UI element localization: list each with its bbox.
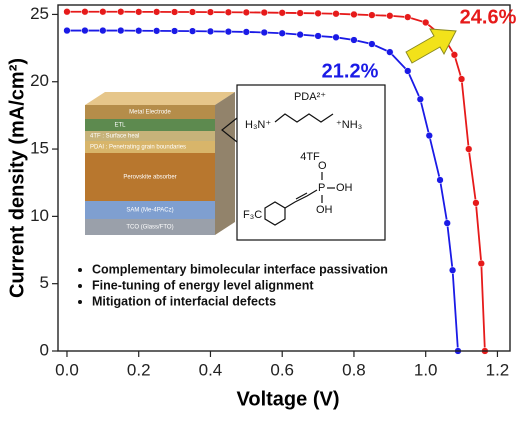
series-line <box>66 10 486 352</box>
data-point <box>278 9 286 17</box>
x-tick-label: 0.8 <box>342 360 366 379</box>
layer-label: ETL <box>114 123 126 129</box>
data-point <box>170 8 179 16</box>
data-point <box>260 8 268 17</box>
data-point <box>332 10 340 18</box>
data-point <box>153 8 161 16</box>
data-point <box>477 259 485 268</box>
y-tick-label: 10 <box>30 206 49 225</box>
y-tick-label: 25 <box>30 4 49 23</box>
y-tick-label: 5 <box>40 273 49 292</box>
data-point <box>224 28 233 36</box>
plot-frame <box>57 4 511 352</box>
layer-label: SAM (Me-4PACz) <box>126 208 173 214</box>
x-tick-label: 0.6 <box>270 360 294 379</box>
x-tick-label: 0.4 <box>199 360 223 379</box>
y-axis-title: Current density (mA/cm²) <box>6 58 28 298</box>
x-axis-title: Voltage (V) <box>237 388 340 410</box>
x-tick-label: 1.0 <box>414 360 438 379</box>
data-point <box>450 51 459 59</box>
bullet-text: Mitigation of interfacial defects <box>92 294 276 308</box>
data-point <box>153 27 161 35</box>
bullet-text: Fine-tuning of energy level alignment <box>92 278 314 292</box>
data-point <box>242 28 250 36</box>
data-point <box>425 131 433 140</box>
layer-label: 4TF : Surface heal <box>90 134 139 140</box>
arrow <box>405 28 457 64</box>
layer-label: Perovskite absorber <box>123 175 176 181</box>
x-tick-label: 0.2 <box>127 360 151 379</box>
data-point <box>457 75 466 83</box>
data-point <box>350 10 358 19</box>
data-point <box>314 9 322 17</box>
data-point <box>296 9 304 17</box>
device-stack: Metal Electrode ETL 4TF : Surface heal P… <box>85 92 235 235</box>
data-point <box>465 145 473 153</box>
atom-label: OH <box>316 204 333 216</box>
y-tick-label: 0 <box>40 340 49 359</box>
bullet-text: Complementary bimolecular interface pass… <box>92 262 388 276</box>
layer-label: PDAI : Penetrating grain boundaries <box>90 145 186 151</box>
data-point <box>188 27 197 35</box>
x-tick-label: 0.0 <box>55 360 79 379</box>
data-point <box>448 266 457 274</box>
data-point <box>99 26 107 35</box>
data-point <box>422 18 430 27</box>
data-point <box>416 95 424 103</box>
data-point <box>386 48 394 56</box>
atom-label: ⁺NH₃ <box>336 119 362 131</box>
bullet-list: Complementary bimolecular interface pass… <box>78 262 388 308</box>
data-point <box>242 8 250 17</box>
molecule-label: PDA²⁺ <box>294 91 326 103</box>
data-point <box>224 8 233 16</box>
y-tick-label: 20 <box>30 71 49 90</box>
data-point <box>278 29 286 37</box>
data-point <box>188 8 197 16</box>
molecule-box: PDA²⁺ H₃N⁺ ⁺NH₃ 4TF F₃C P O OH OH <box>221 84 386 241</box>
layer-label: TCO (Glass/FTO) <box>126 225 173 231</box>
data-point <box>81 26 89 35</box>
data-point <box>404 13 412 21</box>
data-point <box>260 28 268 37</box>
data-point <box>472 199 480 207</box>
data-point <box>170 27 179 35</box>
molecule-label: 4TF <box>300 151 320 163</box>
data-point <box>63 8 71 16</box>
atom-label: H₃N⁺ <box>245 119 271 131</box>
annotation: 21.2% <box>322 60 379 82</box>
atom-label: F₃C <box>243 209 262 221</box>
data-point <box>63 26 71 35</box>
atom-label: O <box>318 160 327 172</box>
data-point <box>368 11 376 19</box>
data-point <box>135 27 143 35</box>
data-point <box>135 8 143 16</box>
data-point <box>206 27 215 36</box>
annotation: 24.6% <box>460 6 517 28</box>
x-tick-label: 1.2 <box>486 360 510 379</box>
data-point <box>117 26 125 35</box>
y-tick-label: 15 <box>30 139 49 158</box>
data-point <box>206 8 215 16</box>
data-point <box>368 40 376 48</box>
data-point <box>404 67 412 75</box>
data-point <box>436 176 444 184</box>
data-point <box>386 12 394 20</box>
data-point <box>81 8 89 16</box>
data-point <box>117 8 125 16</box>
data-point <box>350 36 358 44</box>
layer-label: Metal Electrode <box>129 110 171 116</box>
data-point <box>332 33 340 41</box>
data-point <box>314 32 322 40</box>
atom-label: OH <box>336 182 353 194</box>
data-point <box>443 219 451 227</box>
data-point <box>99 8 107 16</box>
data-point <box>296 30 304 39</box>
atom-label: P <box>318 182 325 194</box>
